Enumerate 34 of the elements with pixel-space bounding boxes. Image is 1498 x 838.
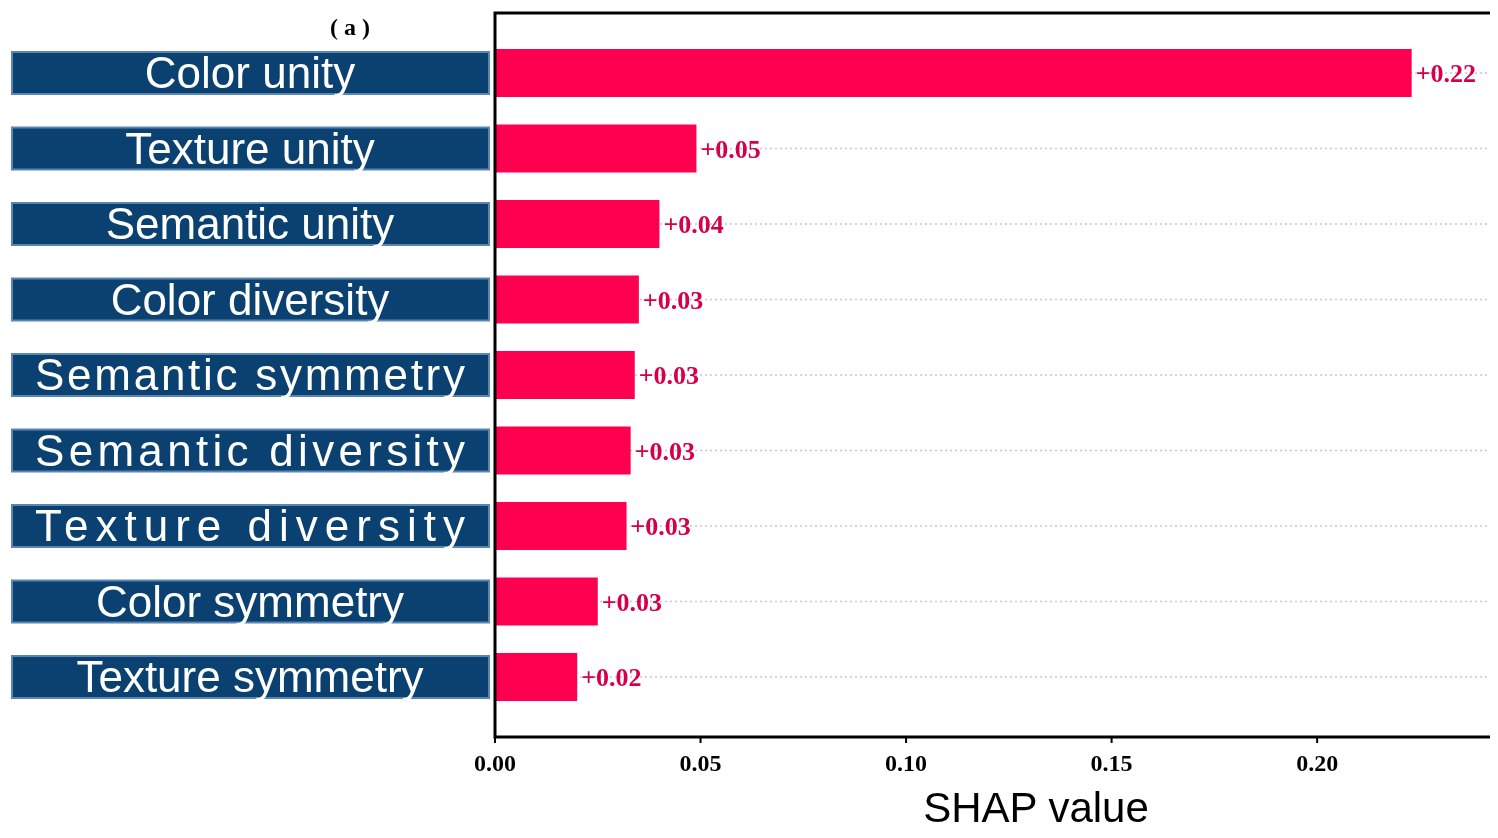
y-tick-label: Color diversity xyxy=(110,274,390,324)
bar xyxy=(495,351,635,399)
y-tick-label: Texture unity xyxy=(125,123,375,173)
y-tick-label: Texture diversity xyxy=(35,501,465,550)
data-label: +0.02 xyxy=(581,663,642,692)
y-tick-label: Color unity xyxy=(144,48,356,97)
bar xyxy=(495,275,639,324)
data-label: +0.03 xyxy=(601,587,663,617)
data-label: +0.03 xyxy=(630,512,691,541)
x-tick-label: 0.15 xyxy=(1090,750,1133,776)
bar xyxy=(495,502,627,550)
data-label: +0.03 xyxy=(642,285,704,315)
bar xyxy=(495,200,660,248)
data-label: +0.22 xyxy=(1415,59,1476,88)
bar xyxy=(495,124,697,173)
data-label: +0.05 xyxy=(700,134,761,164)
y-tick-label: Semantic symmetry xyxy=(35,350,465,399)
data-label: +0.04 xyxy=(663,210,724,239)
x-tick-label: 0.10 xyxy=(885,750,928,776)
data-label: +0.03 xyxy=(634,436,695,466)
data-label: +0.03 xyxy=(638,361,700,390)
x-tick-label: 0.00 xyxy=(474,750,516,776)
y-tick-label: Color symmetry xyxy=(95,576,405,626)
x-tick-label: 0.20 xyxy=(1296,750,1339,776)
x-tick-label: 0.05 xyxy=(679,750,722,776)
bar xyxy=(495,49,1412,97)
bar xyxy=(495,577,598,626)
y-tick-label: Texture symmetry xyxy=(76,652,424,701)
bar xyxy=(495,426,631,475)
chart-title: ( a ) xyxy=(330,14,370,40)
y-tick-label: Semantic unity xyxy=(105,199,395,248)
y-tick-label: Semantic diversity xyxy=(35,425,465,475)
bar xyxy=(495,653,578,701)
x-axis-title: SHAP value xyxy=(923,784,1149,831)
